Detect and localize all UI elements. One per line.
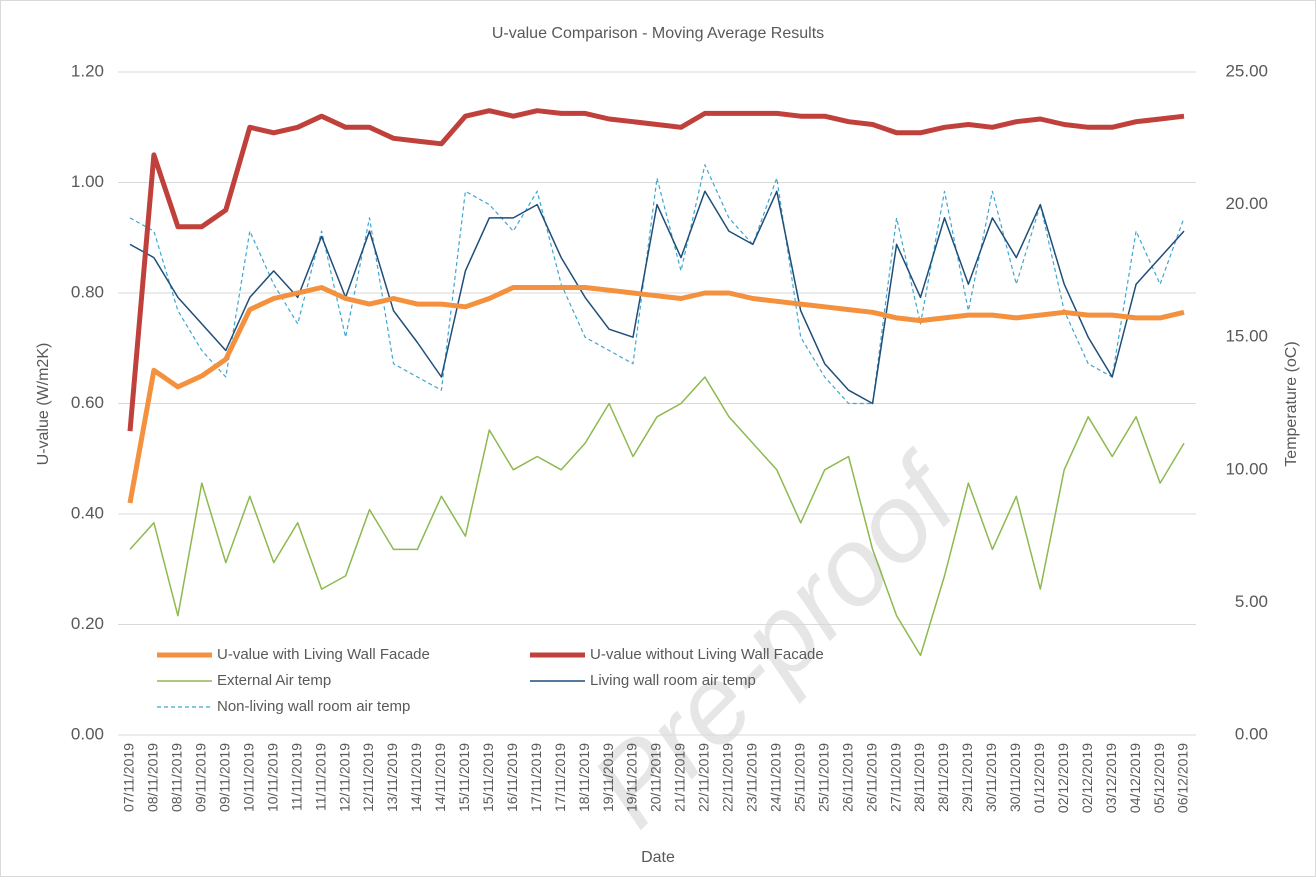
x-tick-label: 09/11/2019 — [193, 743, 209, 812]
y2-tick-label: 20.00 — [1225, 194, 1268, 213]
series-line — [127, 108, 1185, 432]
y-tick-label: 0.40 — [71, 503, 104, 522]
x-tick-label: 23/11/2019 — [744, 743, 760, 812]
x-tick-label: 26/11/2019 — [839, 743, 855, 812]
x-tick-label: 14/11/2019 — [408, 743, 424, 812]
x-tick-label: 10/11/2019 — [240, 743, 256, 812]
y2-tick-label: 15.00 — [1225, 327, 1268, 346]
y2-tick-label: 0.00 — [1235, 724, 1268, 743]
x-tick-label: 28/11/2019 — [911, 743, 927, 812]
y-tick-label: 0.80 — [71, 282, 104, 301]
series-line — [127, 285, 1185, 504]
x-tick-label: 25/11/2019 — [815, 743, 831, 812]
x-tick-label: 26/11/2019 — [863, 743, 879, 812]
legend-label: Living wall room air temp — [590, 672, 756, 689]
x-tick-label: 16/11/2019 — [504, 743, 520, 812]
x-tick-label: 30/11/2019 — [983, 743, 999, 812]
x-tick-label: 27/11/2019 — [887, 743, 903, 812]
x-tick-label: 08/11/2019 — [145, 743, 161, 812]
x-tick-label: 14/11/2019 — [432, 743, 448, 812]
x-tick-label: 09/11/2019 — [217, 743, 233, 812]
x-tick-label: 17/11/2019 — [552, 743, 568, 812]
x-tick-label: 29/11/2019 — [959, 743, 975, 812]
x-tick-label: 22/11/2019 — [720, 743, 736, 812]
y-tick-label: 0.20 — [71, 614, 104, 633]
x-tick-label: 19/11/2019 — [600, 743, 616, 812]
y-tick-label: 0.00 — [71, 724, 104, 743]
legend-label: External Air temp — [217, 672, 331, 689]
x-tick-label: 24/11/2019 — [767, 743, 783, 812]
x-tick-label: 05/12/2019 — [1151, 743, 1167, 813]
series-line — [129, 376, 1185, 657]
series-line — [129, 190, 1185, 405]
x-tick-label: 22/11/2019 — [696, 743, 712, 812]
y2-tick-label: 10.00 — [1225, 459, 1268, 478]
y-tick-label: 1.00 — [71, 172, 104, 191]
chart-title: U-value Comparison - Moving Average Resu… — [492, 25, 824, 42]
x-tick-label: 11/11/2019 — [312, 743, 328, 811]
x-tick-label: 17/11/2019 — [528, 743, 544, 812]
x-tick-label: 15/11/2019 — [456, 743, 472, 812]
x-tick-label: 12/11/2019 — [336, 743, 352, 812]
x-tick-label: 28/11/2019 — [935, 743, 951, 812]
x-tick-label: 25/11/2019 — [791, 743, 807, 812]
x-tick-label: 19/11/2019 — [624, 743, 640, 812]
x-tick-label: 30/11/2019 — [1007, 743, 1023, 812]
x-tick-label: 18/11/2019 — [576, 743, 592, 812]
x-tick-label: 20/11/2019 — [648, 743, 664, 812]
x-tick-label: 06/12/2019 — [1175, 743, 1191, 813]
x-tick-label: 15/11/2019 — [480, 743, 496, 812]
x-tick-label: 08/11/2019 — [169, 743, 185, 812]
x-tick-label: 12/11/2019 — [360, 743, 376, 812]
x-tick-label: 01/12/2019 — [1031, 743, 1047, 813]
y-tick-label: 1.20 — [71, 61, 104, 80]
legend-label: U-value without Living Wall Facade — [590, 646, 824, 663]
legend-label: U-value with Living Wall Facade — [217, 646, 430, 663]
x-tick-label: 02/12/2019 — [1055, 743, 1071, 813]
x-tick-label: 21/11/2019 — [672, 743, 688, 812]
x-tick-label: 04/12/2019 — [1127, 743, 1143, 813]
x-tick-label: 11/11/2019 — [288, 743, 304, 811]
y2-tick-label: 25.00 — [1225, 61, 1268, 80]
x-tick-label: 02/12/2019 — [1079, 743, 1095, 813]
x-tick-label: 07/11/2019 — [121, 743, 137, 812]
y-tick-label: 0.60 — [71, 393, 104, 412]
legend-label: Non-living wall room air temp — [217, 698, 410, 715]
y-axis-title: U-value (W/m2K) — [35, 343, 52, 466]
x-tick-label: 13/11/2019 — [384, 743, 400, 812]
y2-tick-label: 5.00 — [1235, 592, 1268, 611]
x-tick-label: 03/12/2019 — [1103, 743, 1119, 813]
x-axis-title: Date — [641, 849, 675, 866]
x-tick-label: 10/11/2019 — [264, 743, 280, 812]
y2-axis-title: Temperature (oC) — [1283, 341, 1300, 466]
